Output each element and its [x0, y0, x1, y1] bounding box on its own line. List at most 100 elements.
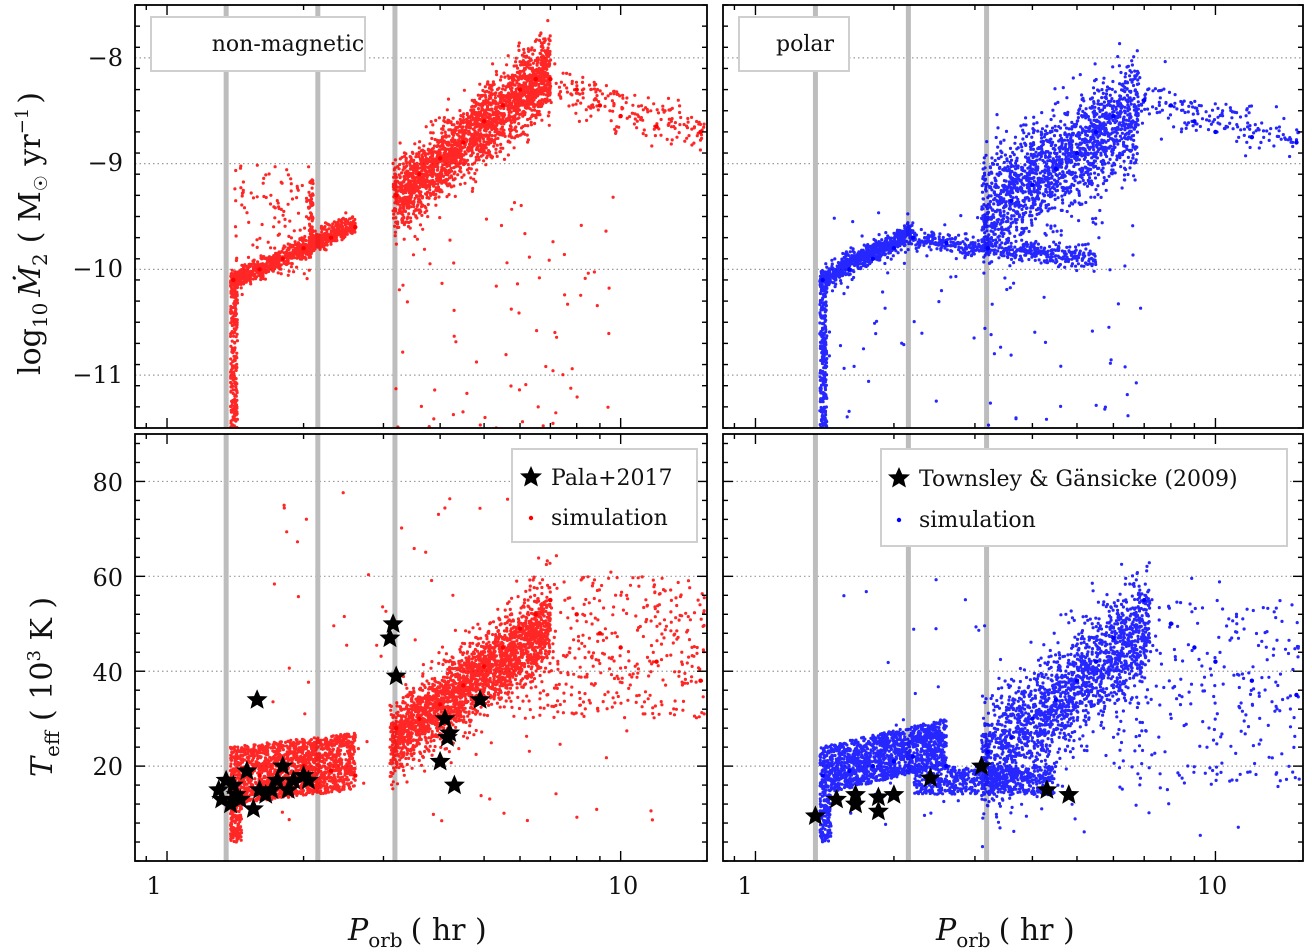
tick-marks [723, 434, 1303, 862]
x-tick-label: 10 [608, 872, 639, 900]
x-axis-label: Porb( hr ) [347, 913, 487, 952]
simulation-point [847, 768, 852, 774]
observed-star [845, 784, 866, 804]
observed-star [845, 793, 866, 814]
observed-star [283, 769, 304, 790]
scatter-series [818, 42, 1301, 428]
simulation-point [820, 277, 825, 283]
y-axis-label-bottom: Teff( 103 K ) [24, 597, 64, 777]
simulation-point [698, 129, 703, 135]
simulation-point [1141, 597, 1147, 603]
simulation-point [417, 172, 422, 177]
y-tick-labels-bottom: 20 40 60 80 [92, 469, 123, 781]
simulation-point [944, 763, 949, 769]
simulation-point [1141, 97, 1147, 103]
y-tick-label: −10 [72, 255, 123, 283]
y-tick-label: −11 [72, 361, 123, 389]
x-tick-labels: 1 10 1 10 [146, 872, 1227, 900]
simulation-point [533, 612, 538, 617]
observed-star [297, 769, 319, 790]
simulation-point [944, 240, 949, 246]
observed-star [443, 774, 465, 795]
panel-bottom-left: Pala+2017 simulation [134, 433, 708, 862]
observed-star [272, 755, 294, 776]
simulation-point [417, 716, 422, 721]
x-tick-label: 10 [1197, 872, 1228, 900]
simulation-point [1074, 678, 1080, 683]
simulation-point [618, 645, 623, 650]
simulation-point [481, 664, 487, 669]
simulation-point [393, 725, 399, 731]
simulation-point [597, 103, 603, 108]
simulation-point [1294, 140, 1299, 145]
y-tick-label: −9 [88, 149, 123, 177]
observed-star [469, 689, 491, 709]
simulation-point [1009, 735, 1014, 740]
observed-star [804, 805, 826, 825]
observed-star [429, 750, 451, 771]
observed-star [229, 788, 251, 809]
simulation-point [654, 124, 659, 129]
observed-star [379, 627, 401, 648]
simulation-point [847, 267, 852, 272]
dot-marker-icon [528, 515, 534, 521]
legend-entry: simulation [551, 506, 668, 531]
star-marker-icon [888, 467, 910, 488]
simulation-point [1111, 635, 1116, 641]
simulation-point [985, 246, 991, 251]
tick-marks [135, 434, 707, 862]
simulation-point [1074, 150, 1080, 156]
panel-label: non-magnetic [212, 32, 364, 57]
simulation-point [1213, 129, 1218, 135]
simulation-point [1294, 692, 1299, 698]
simulation-point [257, 773, 262, 778]
y-tick-label: 60 [92, 564, 123, 592]
simulation-point [533, 76, 538, 82]
simulation-point [910, 235, 916, 240]
simulation-point [231, 277, 236, 283]
simulation-point [870, 256, 876, 261]
observed-star [222, 774, 244, 795]
tick-marks [135, 4, 707, 429]
observed-stars [208, 613, 491, 818]
simulation-point [1168, 103, 1174, 108]
simulation-point [393, 193, 399, 198]
observed-star [883, 784, 905, 804]
legend-entry: Pala+2017 [551, 466, 673, 491]
tick-marks [723, 4, 1303, 429]
simulation-point [574, 612, 579, 617]
simulation-point [353, 773, 358, 778]
simulation-point [1249, 678, 1255, 683]
simulation-point [301, 246, 306, 251]
simulation-point [618, 113, 623, 119]
simulation-point [257, 267, 262, 272]
observed-star [382, 613, 404, 633]
observed-star [385, 665, 407, 686]
simulation-point [328, 768, 334, 774]
simulation-point-cloud [229, 19, 706, 428]
simulation-point-cloud [818, 42, 1301, 428]
legend: Townsley & Gänsicke (2009) simulation [880, 448, 1288, 547]
simulation-point [1093, 129, 1099, 135]
simulation-point [1168, 621, 1174, 626]
simulation-point [517, 87, 523, 92]
x-axis-label: Porb( hr ) [935, 913, 1075, 952]
observed-star [255, 784, 277, 804]
simulation-point [1093, 659, 1099, 664]
observed-star [826, 788, 847, 809]
simulation-point-cloud [818, 561, 1301, 849]
panel-label-box: polar [738, 16, 850, 72]
panel-label-box: non-magnetic [150, 16, 366, 72]
observed-star [220, 793, 241, 814]
observed-star [1036, 779, 1058, 799]
observed-star [242, 798, 264, 818]
panel-top-right: polar [722, 4, 1304, 429]
simulation-point [597, 631, 603, 636]
axes-frame [722, 433, 1304, 862]
panel-bottom-right: Townsley & Gänsicke (2009) simulation [722, 433, 1304, 862]
simulation-point [461, 140, 466, 145]
y-axis-label-top: log10Ṁ2( M☉ yr−1) [12, 92, 52, 375]
simulation-point [328, 235, 334, 240]
simulation-point [1192, 645, 1197, 650]
